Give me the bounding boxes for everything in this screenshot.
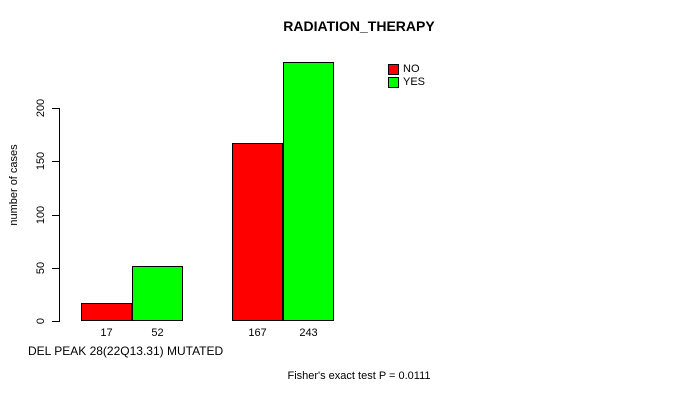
legend-item-yes: YES [388, 76, 425, 88]
legend-label-no: NO [403, 63, 420, 75]
bar-yes-group2 [283, 62, 334, 321]
bar-count-label: 52 [151, 327, 164, 339]
y-tick-mark [52, 268, 59, 269]
bar-no-group2 [232, 143, 283, 321]
y-tick-mark [52, 161, 59, 162]
y-tick-label: 200 [35, 98, 47, 118]
bar-yes-group1 [132, 266, 183, 321]
chart-title: RADIATION_THERAPY [283, 18, 435, 34]
legend: NO YES [388, 63, 425, 88]
x-axis-label: DEL PEAK 28(22Q13.31) MUTATED [28, 344, 224, 358]
bar-count-label: 243 [299, 327, 318, 339]
bar-count-label: 17 [100, 327, 113, 339]
y-axis-label: number of cases [8, 144, 20, 226]
bar-count-label: 167 [248, 327, 267, 339]
y-tick-label: 0 [35, 317, 47, 325]
y-tick-label: 150 [35, 151, 47, 171]
legend-item-no: NO [388, 63, 425, 75]
legend-label-yes: YES [403, 76, 426, 88]
y-tick-mark [52, 108, 59, 109]
y-tick-label: 100 [35, 205, 47, 225]
bar-no-group1 [81, 303, 132, 321]
legend-swatch-yes [388, 76, 399, 88]
y-tick-mark [52, 215, 59, 216]
y-tick-mark [52, 321, 59, 322]
legend-swatch-no [388, 63, 399, 75]
footnote-fisher-test: Fisher's exact test P = 0.0111 [287, 370, 431, 382]
y-axis-line [59, 108, 60, 322]
y-tick-label: 50 [35, 261, 47, 275]
